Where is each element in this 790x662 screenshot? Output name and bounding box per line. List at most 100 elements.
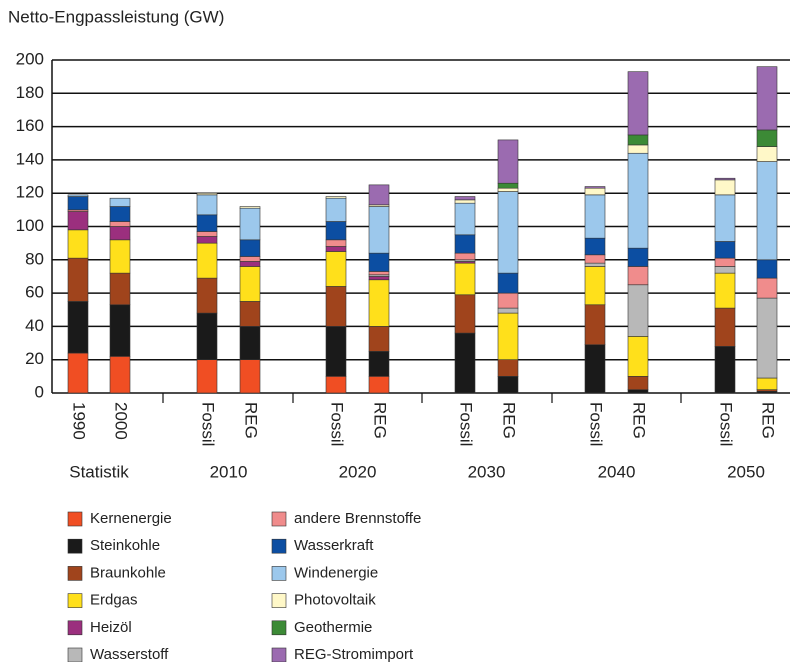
bar-segment: [584, 254, 606, 264]
bar-segment: [368, 184, 390, 206]
y-tick-label: 100: [16, 216, 44, 235]
y-tick-label: 80: [25, 249, 44, 268]
bar-segment: [714, 272, 736, 309]
group-label: Statistik: [69, 462, 129, 481]
y-tick-label: 60: [25, 283, 44, 302]
bar-segment: [368, 271, 390, 276]
legend-swatch: [67, 511, 83, 527]
bar-segment: [109, 221, 131, 227]
y-tick-label: 200: [16, 49, 44, 68]
x-tick-label: REG: [500, 402, 519, 439]
bar-segment: [714, 177, 736, 181]
y-tick-label: 180: [16, 83, 44, 102]
bar-segment: [714, 346, 736, 394]
bar-segment: [109, 197, 131, 207]
legend-label: Windenergie: [294, 564, 378, 581]
bar-segment: [325, 251, 347, 287]
bar-segment: [584, 304, 606, 346]
bar-segment: [325, 197, 347, 222]
bar-segment: [627, 134, 649, 146]
bar-segment: [756, 297, 778, 379]
bar-segment: [627, 152, 649, 249]
bar-segment: [584, 187, 606, 196]
bar-segment: [368, 376, 390, 394]
bar-segment: [109, 356, 131, 394]
legend-swatch: [67, 538, 83, 554]
x-tick-label: 2000: [112, 402, 131, 440]
bar-segment: [368, 351, 390, 377]
legend-label: Steinkohle: [90, 537, 160, 554]
bar-segment: [67, 194, 89, 197]
bar-segment: [756, 129, 778, 147]
bar-segment: [714, 179, 736, 196]
bar-segment: [239, 239, 261, 257]
bar-segment: [196, 231, 218, 237]
legend-label: Photovoltaik: [294, 592, 376, 609]
bar-segment: [627, 284, 649, 337]
bar-segment: [714, 194, 736, 242]
bar-segment: [627, 247, 649, 267]
bar-segment: [756, 66, 778, 131]
bar-segment: [368, 326, 390, 352]
bar-segment: [454, 262, 476, 296]
bar-segment: [497, 359, 519, 377]
bar-segment: [239, 326, 261, 360]
bar-segment: [714, 266, 736, 274]
group-label: 2010: [210, 462, 248, 481]
bar-segment: [109, 206, 131, 222]
bar-segment: [67, 257, 89, 302]
legend-swatch: [271, 511, 287, 527]
legend-swatch: [67, 647, 83, 662]
bar-segment: [67, 301, 89, 354]
legend-label: andere Brennstoffe: [294, 510, 421, 527]
bar-segment: [756, 259, 778, 279]
bar-segment: [584, 262, 606, 267]
bar-segment: [627, 389, 649, 394]
legend-swatch: [67, 620, 83, 636]
bar-segment: [497, 307, 519, 314]
x-tick-label: Fossil: [457, 402, 476, 446]
group-label: 2050: [727, 462, 765, 481]
bar-segment: [325, 286, 347, 327]
bar-segment: [584, 344, 606, 394]
bar-segment: [584, 186, 606, 189]
bar-segment: [714, 307, 736, 347]
bar-segment: [196, 312, 218, 360]
legend-swatch: [271, 593, 287, 608]
legend-label: Geothermie: [294, 619, 372, 636]
bar-segment: [325, 221, 347, 241]
bar-segment: [454, 196, 476, 201]
bar-segment: [454, 202, 476, 236]
bar-segment: [239, 359, 261, 394]
bar-segment: [627, 71, 649, 136]
bar-segment: [627, 266, 649, 286]
bar-segment: [584, 194, 606, 239]
y-axis-title: Netto-Engpassleistung (GW): [8, 7, 224, 26]
bar-segment: [67, 352, 89, 394]
legend-swatch: [271, 566, 287, 581]
x-tick-label: Fossil: [717, 402, 736, 446]
bar-segment: [325, 326, 347, 377]
bar-segment: [497, 292, 519, 309]
bar-segment: [67, 229, 89, 259]
x-tick-label: Fossil: [328, 402, 347, 446]
bar-segment: [714, 257, 736, 267]
bar-segment: [325, 196, 347, 199]
legend-label: REG-Stromimport: [294, 646, 414, 662]
legend-swatch: [67, 566, 83, 581]
bar-segment: [368, 206, 390, 254]
legend-swatch: [271, 620, 287, 636]
y-tick-label: 120: [16, 183, 44, 202]
bar-segment: [756, 377, 778, 390]
y-tick-label: 140: [16, 149, 44, 168]
bar-segment: [196, 194, 218, 216]
bar-segment: [714, 241, 736, 259]
legend-swatch: [271, 647, 287, 662]
bar-segment: [196, 214, 218, 232]
bar-segment: [325, 376, 347, 394]
bar-segment: [756, 277, 778, 299]
bar-segment: [109, 239, 131, 274]
y-tick-label: 20: [25, 349, 44, 368]
y-tick-label: 160: [16, 116, 44, 135]
bar-segment: [67, 196, 89, 211]
